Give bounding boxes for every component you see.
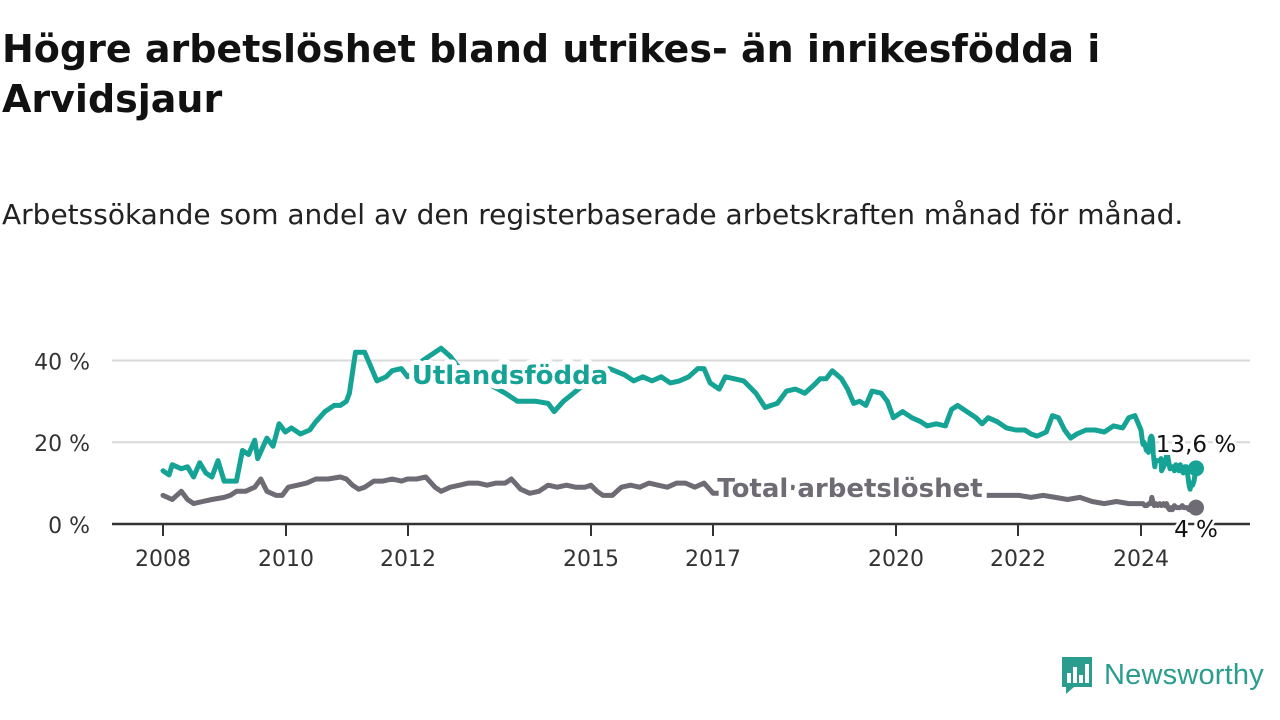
brand-logo[interactable]: Newsworthy: [1060, 654, 1264, 696]
bar-chart-speech-bubble-icon: [1060, 655, 1094, 695]
axes: [112, 522, 1250, 536]
series-label-utlandsfodda: Utlandsfödda: [412, 361, 609, 391]
x-tick-label: 2017: [685, 547, 741, 572]
x-tick-label: 2022: [990, 547, 1046, 572]
y-tick-label: 20 %: [34, 432, 90, 457]
end-label-total: 4 %: [1174, 517, 1218, 543]
chart-title: Högre arbetslöshet bland utrikes- än inr…: [2, 27, 1101, 121]
labels: 0 % 20 % 40 % 2008 2010 2012 2015 2017 2020 2022 2…: [34, 350, 1239, 572]
end-label-utlandsfodda: 13,6 %: [1156, 432, 1236, 458]
y-tick-label: 0 %: [48, 514, 90, 539]
end-point-total: [1188, 499, 1204, 516]
series-label-total: Total arbetslöshet: [717, 474, 982, 504]
series-lines: [160, 345, 1204, 516]
x-tick-label: 2010: [258, 547, 314, 572]
x-tick-label: 2015: [563, 547, 619, 572]
end-point-utlandsfodda: [1188, 460, 1204, 477]
series-line-utlandsfodda: [160, 345, 1199, 492]
series-line-total: [160, 474, 1199, 513]
x-tick-label: 2020: [868, 547, 924, 572]
line-chart: 0 % 20 % 40 % 2008 2010 2012 2015 2017 2020 2022 2…: [34, 345, 1250, 572]
x-tick-label: 2012: [380, 547, 436, 572]
chart-subtitle: Arbetssökande som andel av den registerb…: [2, 198, 1184, 231]
y-tick-label: 40 %: [34, 350, 90, 375]
x-tick-label: 2024: [1113, 547, 1169, 572]
brand-name: Newsworthy: [1104, 658, 1264, 691]
gridlines: [112, 359, 1250, 444]
x-tick-label: 2008: [135, 547, 191, 572]
